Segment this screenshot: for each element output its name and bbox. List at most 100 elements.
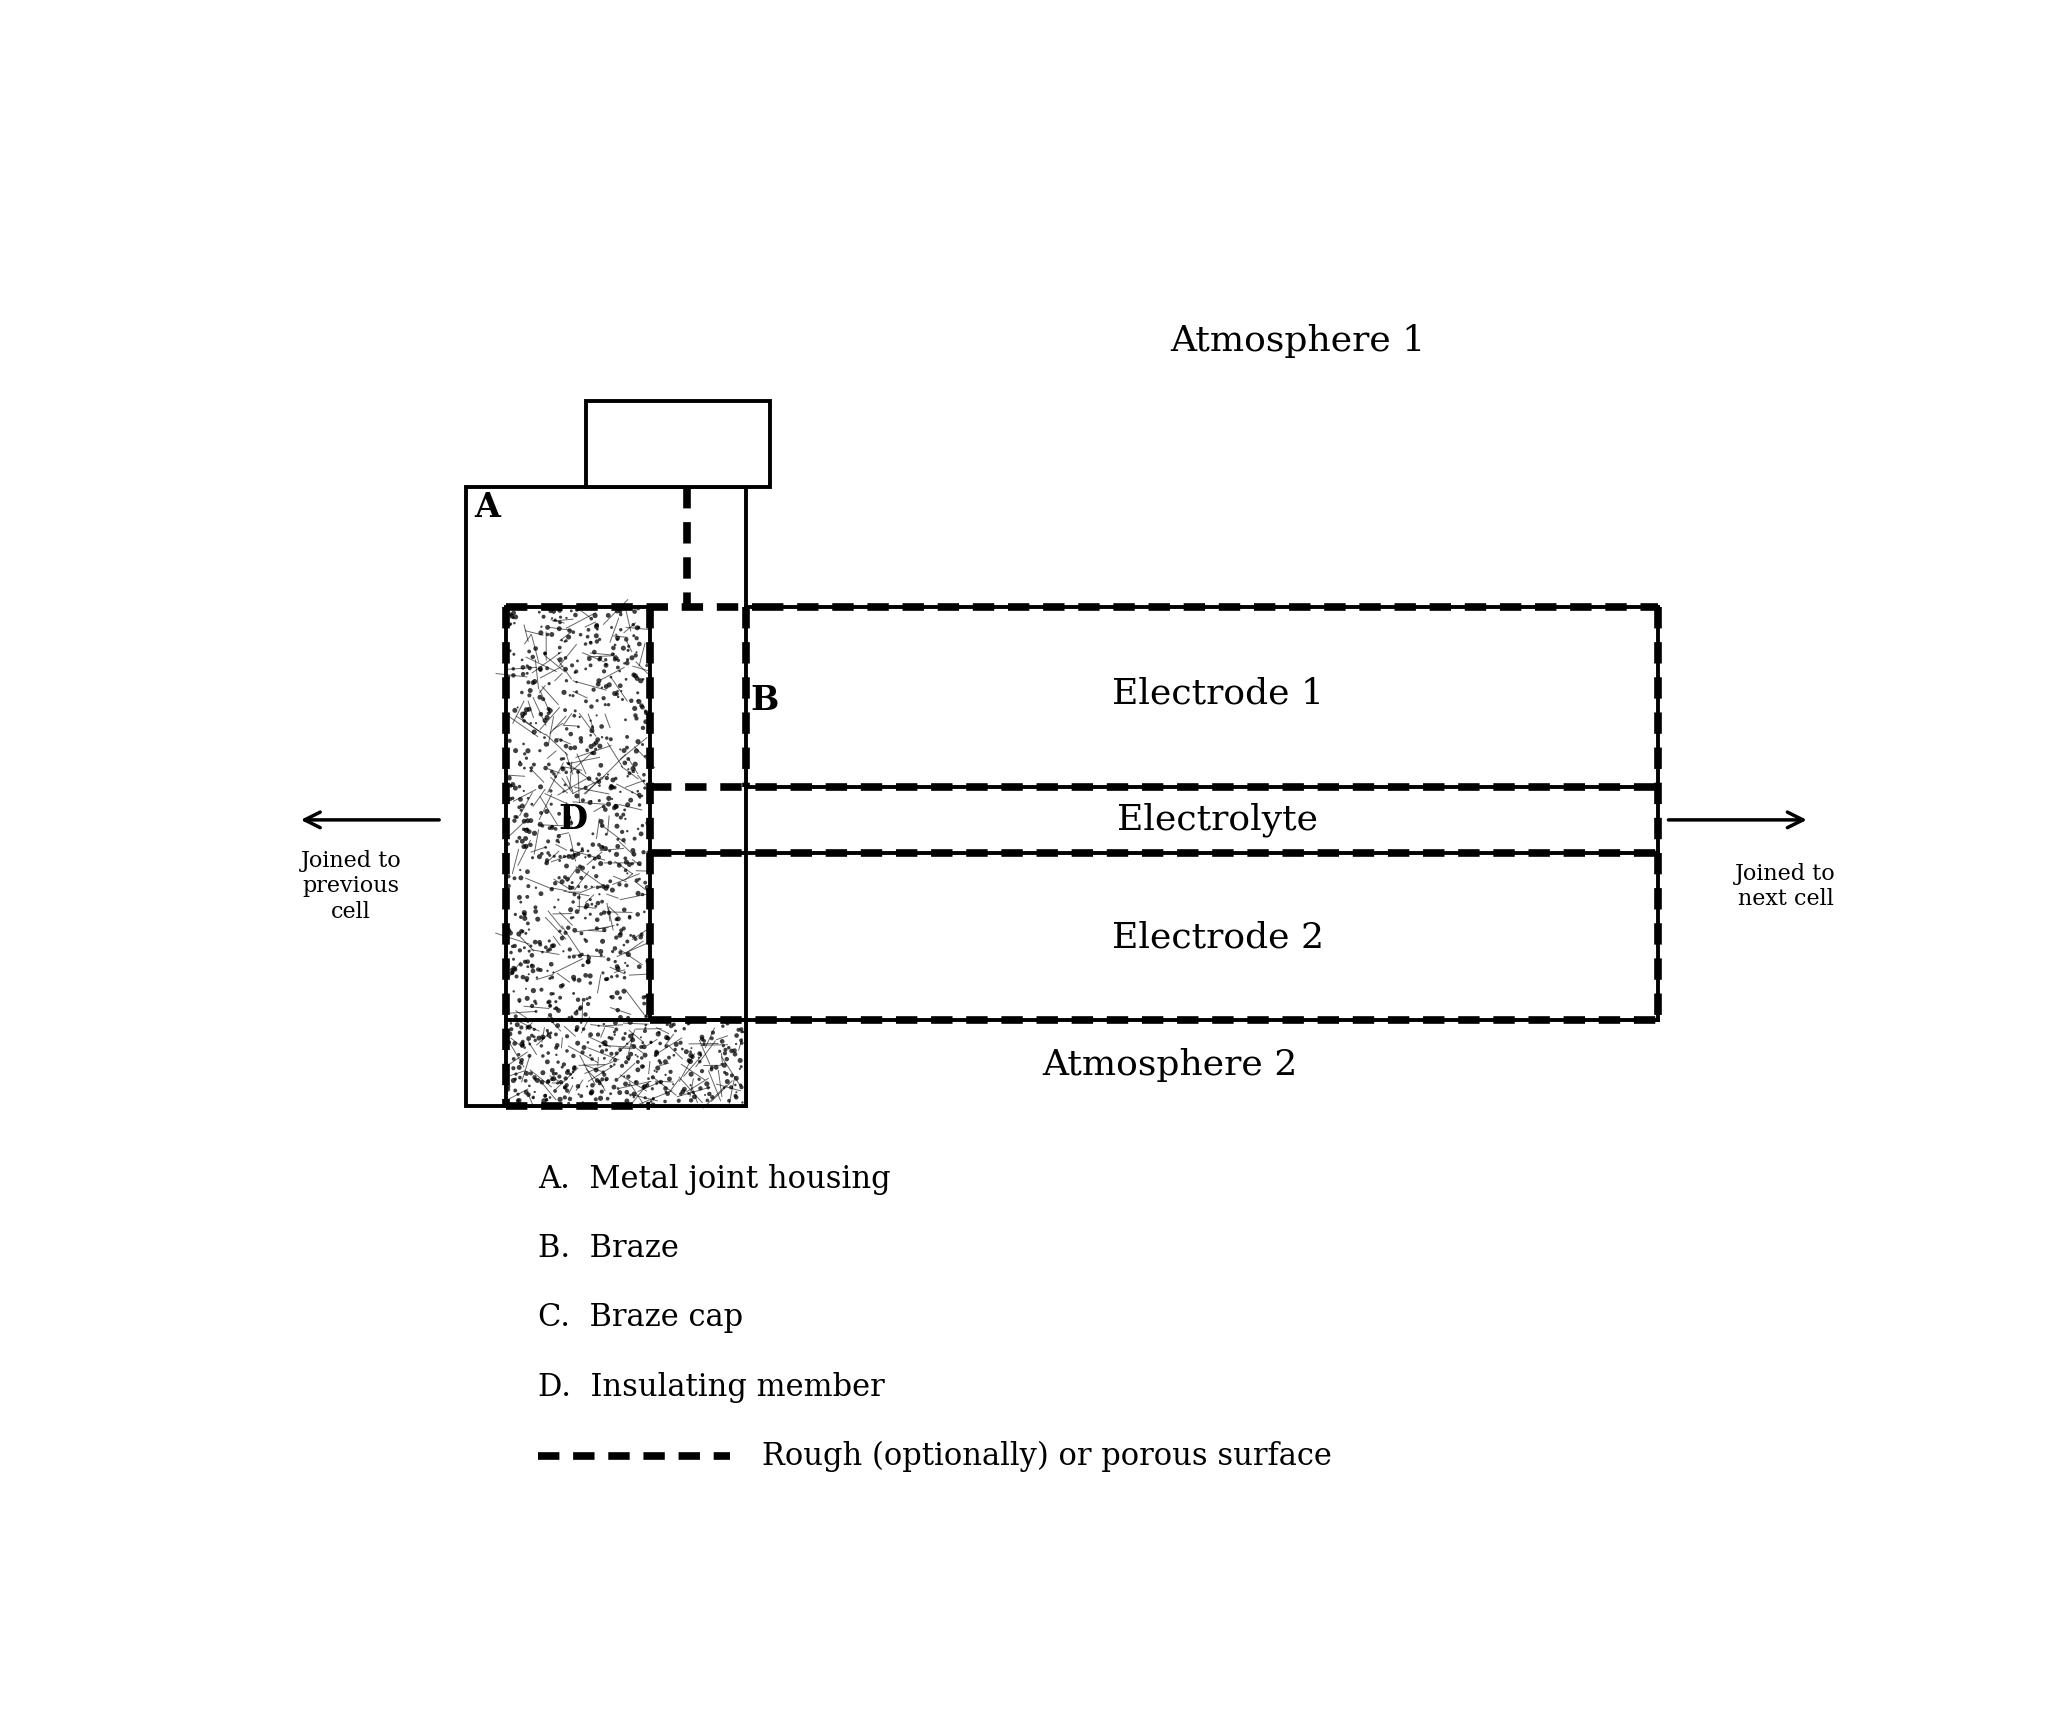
Point [524, 655, 557, 683]
Point [504, 937, 537, 965]
Point [512, 681, 545, 709]
Point [574, 652, 607, 679]
Point [508, 807, 541, 835]
Point [611, 1088, 644, 1115]
Point [563, 942, 596, 970]
Point [652, 1025, 685, 1053]
Point [533, 927, 566, 954]
Point [512, 818, 545, 845]
Point [673, 1046, 706, 1074]
Point [528, 707, 561, 735]
Point [578, 738, 611, 766]
Point [615, 643, 648, 671]
Point [502, 1081, 535, 1108]
Point [627, 897, 660, 925]
Point [547, 1051, 580, 1079]
Point [623, 688, 656, 716]
Point [553, 842, 586, 870]
Point [504, 825, 537, 852]
Point [551, 1058, 584, 1086]
Point [578, 731, 611, 759]
Point [576, 740, 609, 768]
Point [619, 638, 652, 666]
Point [530, 614, 563, 641]
Point [594, 775, 627, 802]
Point [539, 814, 572, 842]
Point [551, 1037, 584, 1065]
Point [574, 645, 607, 673]
Point [627, 1072, 660, 1100]
Point [502, 1088, 535, 1115]
Point [543, 1086, 576, 1113]
Point [547, 937, 580, 965]
Point [572, 942, 605, 970]
Point [512, 916, 545, 944]
Point [607, 650, 640, 678]
Point [623, 783, 656, 811]
Point [555, 1005, 588, 1032]
Point [497, 1044, 530, 1072]
Point [582, 671, 615, 699]
Point [497, 662, 530, 690]
Point [557, 889, 590, 916]
Point [497, 954, 530, 982]
Point [609, 949, 642, 977]
Point [601, 840, 634, 868]
Point [617, 660, 650, 688]
Point [499, 804, 533, 832]
Point [499, 1060, 533, 1088]
Point [609, 963, 642, 991]
Point [566, 728, 599, 756]
Point [553, 1060, 586, 1088]
Point [510, 965, 543, 992]
Point [652, 1024, 685, 1051]
Point [617, 756, 650, 783]
Point [607, 635, 640, 662]
Point [605, 678, 638, 705]
Point [522, 842, 555, 870]
Point [582, 1070, 615, 1098]
Point [594, 1053, 627, 1081]
Point [530, 730, 563, 757]
Point [601, 645, 634, 673]
Point [508, 899, 541, 927]
Point [495, 1015, 528, 1043]
Point [502, 693, 535, 721]
Point [724, 1053, 757, 1081]
Point [514, 1060, 547, 1088]
Point [557, 619, 590, 647]
Point [572, 1091, 605, 1119]
Point [504, 889, 537, 916]
Point [586, 887, 619, 915]
Point [493, 764, 526, 792]
Point [493, 1029, 526, 1056]
Point [506, 828, 539, 856]
Point [574, 984, 607, 1011]
Point [611, 790, 644, 818]
Point [559, 782, 592, 809]
Point [630, 982, 663, 1010]
Point [510, 984, 543, 1011]
Point [504, 986, 537, 1013]
Text: B: B [751, 683, 778, 716]
Point [601, 792, 634, 820]
Point [539, 1034, 572, 1062]
Point [570, 655, 603, 683]
Point [648, 1088, 681, 1115]
Point [687, 1030, 720, 1058]
Point [638, 1056, 671, 1084]
Point [615, 787, 648, 814]
Point [504, 951, 537, 979]
Point [590, 821, 623, 849]
Point [549, 863, 582, 890]
Point [650, 1032, 683, 1060]
Point [590, 1065, 623, 1093]
Point [563, 967, 596, 994]
Point [613, 633, 646, 660]
Point [611, 928, 644, 956]
Point [549, 603, 582, 631]
Point [561, 647, 594, 674]
Point [539, 762, 572, 790]
Point [590, 673, 623, 700]
Point [530, 655, 563, 683]
